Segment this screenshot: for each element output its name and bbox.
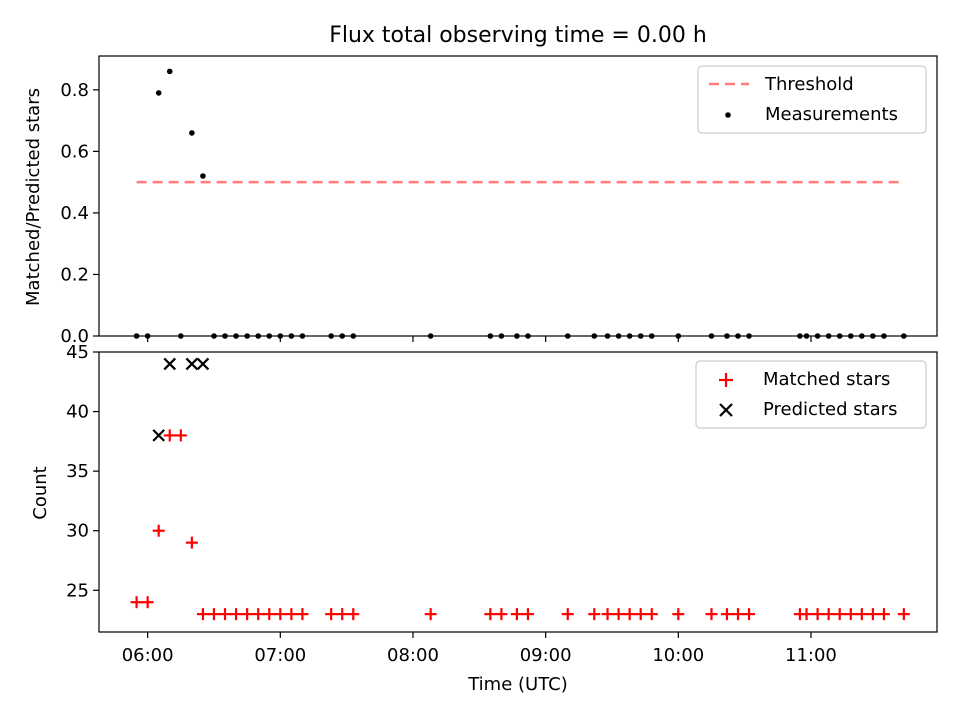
predicted-star-point <box>196 357 210 371</box>
measurement-point <box>189 130 195 136</box>
matched-star-point <box>141 596 154 609</box>
matched-star-point <box>645 608 658 621</box>
matched-star-point <box>174 429 187 442</box>
matched-star-point <box>732 608 745 621</box>
matched-star-point <box>623 608 636 621</box>
matched-star-point <box>196 608 209 621</box>
measurement-point <box>200 173 206 179</box>
matched-star-point <box>285 608 298 621</box>
matched-star-point <box>521 608 534 621</box>
x-tick-label: 07:00 <box>254 645 306 666</box>
top-plot-frame <box>98 55 938 337</box>
bottom-y-ticks: 25 30 35 40 45 <box>66 342 99 601</box>
x-tick-label: 06:00 <box>122 645 174 666</box>
y-tick-label: 0.6 <box>60 141 89 162</box>
matched-star-point <box>833 608 846 621</box>
measurement-point <box>155 90 162 96</box>
matched-star-point <box>877 608 890 621</box>
matched-star-point <box>510 608 523 621</box>
y-tick-label: 30 <box>66 521 89 542</box>
y-tick-label: 35 <box>66 461 89 482</box>
matched-star-point <box>495 608 508 621</box>
matched-star-point <box>612 608 625 621</box>
matched-star-point <box>296 608 309 621</box>
matched-star-point <box>152 524 165 537</box>
x-tick-label: 11:00 <box>785 645 837 666</box>
bottom-panel: Count Time (UTC) 25 30 35 40 45 06:00 07:00 08… <box>30 342 938 695</box>
top-y-ticks: 0.0 0.2 0.4 0.6 0.8 <box>60 80 99 347</box>
matched-star-point <box>672 608 685 621</box>
predicted-star-point <box>152 429 165 442</box>
matched-star-point <box>325 608 338 621</box>
legend-measurements-label: Measurements <box>765 104 898 125</box>
legend-predicted-swatch <box>719 403 733 417</box>
matched-star-point <box>424 608 437 621</box>
top-panel: Flux total observing time = 0.00 h Match… <box>23 23 938 347</box>
matched-star-point <box>634 608 647 621</box>
y-tick-label: 0.0 <box>60 326 89 347</box>
predicted-star-point <box>185 357 199 371</box>
matched-star-point <box>263 608 276 621</box>
matched-star-point <box>855 608 868 621</box>
legend-matched-swatch <box>719 373 733 387</box>
y-tick-label: 45 <box>66 342 89 363</box>
matched-stars-points <box>130 429 910 621</box>
matched-star-point <box>274 608 287 621</box>
matched-star-point <box>130 596 143 609</box>
x-tick-label: 08:00 <box>387 645 439 666</box>
matched-star-point <box>219 608 232 621</box>
matched-star-point <box>601 608 614 621</box>
matched-star-point <box>252 608 265 621</box>
top-legend-box <box>697 65 927 134</box>
y-tick-label: 25 <box>66 580 89 601</box>
matched-star-point <box>588 608 601 621</box>
bottom-plot-frame <box>98 351 938 633</box>
x-tick-label: 09:00 <box>520 645 572 666</box>
bottom-y-axis-label: Count <box>30 466 51 519</box>
matched-star-point <box>230 608 243 621</box>
y-tick-label: 40 <box>66 402 89 423</box>
top-legend: Threshold Measurements <box>697 65 927 134</box>
matched-star-point <box>822 608 835 621</box>
matched-star-point <box>844 608 857 621</box>
matched-star-point <box>811 608 824 621</box>
y-tick-label: 0.4 <box>60 203 89 224</box>
matched-star-point <box>207 608 220 621</box>
legend-matched-label: Matched stars <box>763 369 890 390</box>
bottom-x-ticks: 06:00 07:00 08:00 09:00 10:00 11:00 <box>122 632 837 666</box>
x-axis-label: Time (UTC) <box>467 674 568 695</box>
legend-measurements-swatch <box>725 112 731 118</box>
matched-star-point <box>347 608 360 621</box>
matched-star-point <box>561 608 574 621</box>
bottom-legend-box <box>695 360 927 429</box>
matched-star-point <box>484 608 497 621</box>
matched-star-point <box>743 608 756 621</box>
matched-star-point <box>163 429 176 442</box>
legend-predicted-label: Predicted stars <box>763 399 897 420</box>
y-tick-label: 0.2 <box>60 264 89 285</box>
y-tick-label: 0.8 <box>60 80 89 101</box>
measurement-point <box>166 68 173 75</box>
matched-star-point <box>705 608 718 621</box>
matched-star-point <box>241 608 254 621</box>
matched-star-point <box>336 608 349 621</box>
legend-threshold-label: Threshold <box>764 74 854 95</box>
top-y-axis-label: Matched/Predicted stars <box>23 88 44 306</box>
chart-title: Flux total observing time = 0.00 h <box>329 23 707 48</box>
matched-star-point <box>897 608 910 621</box>
top-x-ticks <box>147 336 812 342</box>
matched-star-point <box>185 536 198 549</box>
predicted-star-point <box>163 357 177 371</box>
matched-star-point <box>800 608 813 621</box>
x-tick-label: 10:00 <box>652 645 704 666</box>
bottom-legend: Matched stars Predicted stars <box>695 360 927 429</box>
matched-star-point <box>866 608 879 621</box>
predicted-stars-points <box>152 357 210 442</box>
matched-star-point <box>720 608 733 621</box>
